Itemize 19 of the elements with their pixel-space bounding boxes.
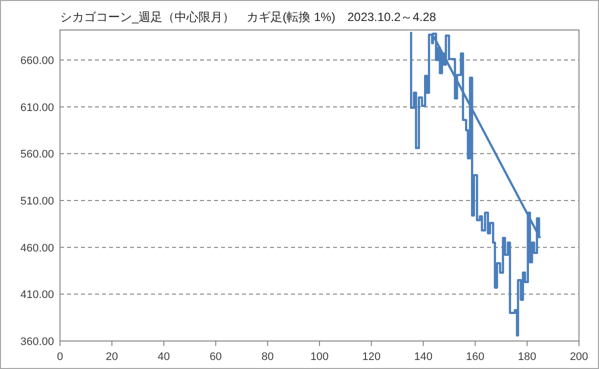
x-tick-label: 0 (56, 351, 64, 363)
y-tick-label: 460.00 (20, 242, 54, 254)
x-tick-label: 160 (466, 351, 484, 363)
y-tick-label: 360.00 (20, 336, 54, 348)
x-tick-label: 60 (210, 351, 222, 363)
y-tick-label: 610.00 (20, 102, 54, 114)
y-tick-label: 410.00 (20, 289, 54, 302)
chart-title: シカゴコーン_週足（中心限月） カギ足(転換 1%) 2023.10.2～4.28 (60, 10, 436, 24)
x-tick-label: 120 (362, 351, 381, 363)
x-tick-label: 200 (570, 351, 588, 363)
x-tick-label: 100 (310, 351, 329, 363)
x-tick-label: 140 (414, 351, 432, 363)
y-tick-label: 510.00 (20, 195, 54, 208)
x-tick-label: 20 (106, 351, 118, 363)
x-tick-label: 180 (518, 351, 536, 363)
y-tick-label: 660.00 (20, 54, 54, 67)
x-tick-label: 40 (158, 351, 170, 363)
x-tick-label: 80 (261, 351, 274, 363)
y-tick-label: 560.00 (20, 148, 54, 161)
